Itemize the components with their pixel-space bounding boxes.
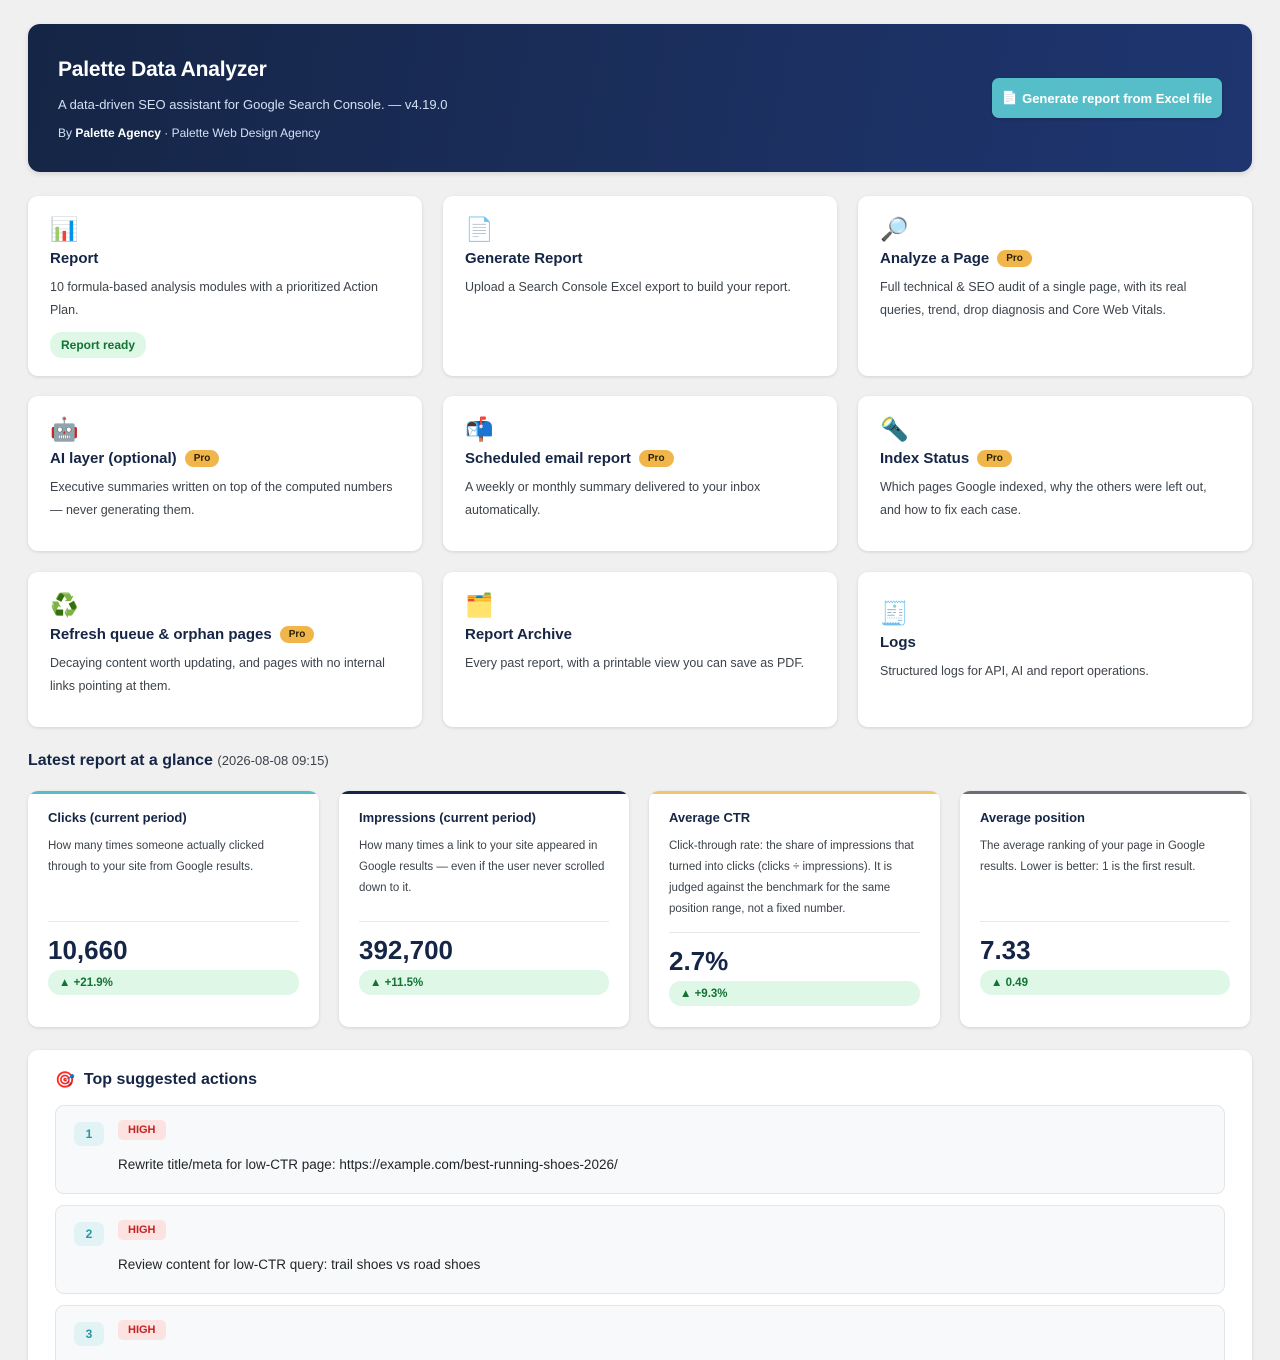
log-icon: 🧾	[880, 600, 909, 626]
feature-desc: Full technical & SEO audit of a single p…	[880, 280, 1187, 317]
suggested-actions-panel: 🎯 Top suggested actions 1 HIGH Rewrite t…	[28, 1050, 1252, 1360]
action-text: Review content for low-CTR query: trail …	[118, 1257, 481, 1272]
feature-card-refresh-queue[interactable]: ♻️ Refresh queue & orphan pages Pro Decay…	[28, 572, 422, 727]
archive-icon: 🗂️	[465, 592, 494, 618]
mailbox-icon: 📬	[465, 416, 494, 442]
action-number: 1	[74, 1122, 104, 1146]
feature-desc: Decaying content worth updating, and pag…	[50, 656, 385, 693]
kpi-value: 2.7%	[669, 946, 729, 976]
kpi-desc: Click-through rate: the share of impress…	[669, 840, 914, 915]
kpi-title: Impressions (current period)	[359, 810, 536, 825]
header-banner: Palette Data Analyzer A data-driven SEO …	[28, 24, 1252, 172]
feature-card-generate-report[interactable]: 📄 Generate Report Upload a Search Consol…	[443, 196, 837, 376]
feature-card-report-archive[interactable]: 🗂️ Report Archive Every past report, wit…	[443, 572, 837, 727]
feature-desc: A weekly or monthly summary delivered to…	[465, 480, 761, 517]
glance-title: Latest report at a glance	[28, 752, 213, 769]
recycle-icon: ♻️	[50, 592, 79, 618]
action-item[interactable]: 3 HIGH	[55, 1305, 1225, 1360]
kpi-card-ctr: Average CTR Click-through rate: the shar…	[649, 791, 940, 1027]
feature-desc: Structured logs for API, AI and report o…	[880, 664, 1149, 678]
glance-heading: Latest report at a glance (2026-08-08 09…	[28, 752, 1252, 770]
kpi-card-position: Average position The average ranking of …	[960, 791, 1250, 1027]
kpi-title: Clicks (current period)	[48, 810, 187, 825]
feature-card-ai-layer[interactable]: 🤖 AI layer (optional) Pro Executive summa…	[28, 396, 422, 551]
feature-card-scheduled-email[interactable]: 📬 Scheduled email report Pro A weekly or …	[443, 396, 837, 551]
kpi-title: Average position	[980, 810, 1085, 825]
action-item[interactable]: 1 HIGH Rewrite title/meta for low-CTR pa…	[55, 1105, 1225, 1194]
feature-title: Analyze a Page	[880, 250, 990, 267]
feature-title: Index Status	[880, 450, 970, 467]
robot-icon: 🤖	[50, 416, 79, 442]
action-number: 2	[74, 1222, 104, 1246]
generate-report-button[interactable]: 📄 Generate report from Excel file	[992, 78, 1222, 118]
feature-title: Report Archive	[465, 626, 572, 643]
kpi-value: 7.33	[980, 935, 1031, 965]
kpi-row: Clicks (current period) How many times s…	[28, 791, 1252, 1027]
pro-badge: Pro	[977, 450, 1012, 467]
kpi-value: 10,660	[48, 935, 128, 965]
pro-badge: Pro	[997, 250, 1032, 267]
kpi-card-clicks: Clicks (current period) How many times s…	[28, 791, 319, 1027]
priority-badge: HIGH	[118, 1320, 166, 1340]
page: Palette Data Analyzer A data-driven SEO …	[28, 24, 1252, 1360]
feature-desc: Which pages Google indexed, why the othe…	[880, 480, 1207, 517]
feature-card-analyze-page[interactable]: 🔎 Analyze a Page Pro Full technical & SEO…	[858, 196, 1252, 376]
kpi-change-badge: ▲ +11.5%	[359, 970, 609, 995]
actions-heading: 🎯 Top suggested actions	[55, 1070, 1225, 1090]
kpi-desc: How many times a link to your site appea…	[359, 840, 605, 894]
glance-timestamp: (2026-08-08 09:15)	[217, 753, 329, 768]
pro-badge: Pro	[638, 450, 674, 467]
feature-card-index-status[interactable]: 🔦 Index Status Pro Which pages Google ind…	[858, 396, 1252, 551]
divider	[669, 932, 920, 933]
kpi-title: Average CTR	[669, 810, 751, 825]
action-item[interactable]: 2 HIGH Review content for low-CTR query:…	[55, 1205, 1225, 1294]
actions-title: Top suggested actions	[83, 1071, 257, 1088]
feature-title: AI layer (optional)	[50, 450, 177, 467]
target-icon: 🎯	[55, 1072, 75, 1089]
app-subtitle: A data-driven SEO assistant for Google S…	[58, 97, 448, 112]
flashlight-icon: 🔦	[880, 416, 909, 442]
kpi-change-badge: ▲ +21.9%	[48, 970, 299, 995]
agency-link[interactable]: Palette Agency	[75, 126, 161, 140]
feature-desc: Upload a Search Console Excel export to …	[465, 280, 791, 294]
status-badge: Report ready	[50, 332, 147, 358]
byline: By Palette Agency · Palette Web Design A…	[58, 126, 1222, 140]
feature-title: Scheduled email report	[465, 450, 631, 467]
kpi-desc: How many times someone actually clicked …	[48, 840, 265, 873]
divider	[980, 921, 1230, 922]
bar-chart-icon: 📊	[50, 216, 79, 242]
byline-prefix: By	[58, 126, 73, 140]
feature-desc: 10 formula-based analysis modules with a…	[50, 280, 378, 317]
kpi-change-badge: ▲ +9.3%	[669, 981, 920, 1006]
kpi-card-impressions: Impressions (current period) How many ti…	[339, 791, 629, 1027]
feature-title: Refresh queue & orphan pages	[50, 626, 272, 643]
action-number: 3	[74, 1322, 104, 1346]
divider	[359, 921, 609, 922]
feature-row-1: 📊 Report 10 formula-based analysis modul…	[28, 196, 1252, 376]
action-text: Rewrite title/meta for low-CTR page: htt…	[118, 1157, 618, 1172]
feature-row-2: 🤖 AI layer (optional) Pro Executive summa…	[28, 396, 1252, 551]
generate-report-label: Generate report from Excel file	[1022, 90, 1213, 106]
pro-badge: Pro	[279, 626, 315, 643]
document-icon: 📄	[1001, 90, 1019, 105]
agency-suffix: · Palette Web Design Agency	[164, 126, 321, 140]
divider	[48, 921, 299, 922]
feature-title: Logs	[880, 634, 916, 651]
feature-card-logs[interactable]: 🧾 Logs Structured logs for API, AI and r…	[858, 572, 1252, 727]
feature-title: Generate Report	[465, 250, 583, 267]
kpi-value: 392,700	[359, 935, 453, 965]
priority-badge: HIGH	[118, 1120, 166, 1140]
priority-badge: HIGH	[118, 1220, 166, 1240]
kpi-change-badge: ▲ 0.49	[980, 970, 1230, 995]
feature-row-3: ♻️ Refresh queue & orphan pages Pro Decay…	[28, 572, 1252, 727]
pro-badge: Pro	[184, 450, 220, 467]
feature-desc: Every past report, with a printable view…	[465, 656, 805, 670]
magnifier-icon: 🔎	[880, 216, 909, 242]
feature-card-report[interactable]: 📊 Report 10 formula-based analysis modul…	[28, 196, 422, 376]
feature-desc: Executive summaries written on top of th…	[50, 480, 393, 517]
app-title: Palette Data Analyzer	[58, 58, 267, 81]
kpi-desc: The average ranking of your page in Goog…	[980, 840, 1206, 873]
feature-title: Report	[50, 250, 99, 267]
document-icon: 📄	[465, 216, 494, 242]
